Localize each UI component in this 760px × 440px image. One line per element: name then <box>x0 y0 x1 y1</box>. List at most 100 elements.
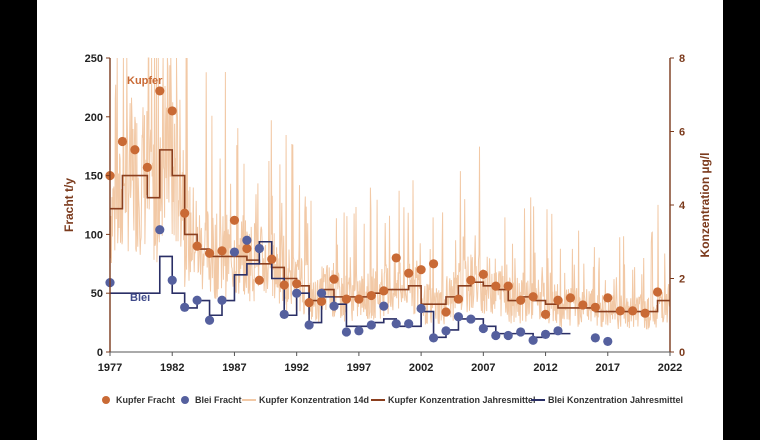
x-tick-label: 2022 <box>658 362 682 374</box>
y-right-tick-label: 0 <box>679 347 685 359</box>
kupfer-fracht-point <box>453 294 464 304</box>
blei-fracht-point <box>279 309 289 319</box>
x-tick-label: 1997 <box>347 362 371 374</box>
blei-fracht-point <box>466 314 476 324</box>
kupfer-fracht-point <box>217 246 227 256</box>
kupfer-fracht-point <box>155 86 165 96</box>
kupfer-fracht-point <box>553 295 563 305</box>
kupfer-fracht-point <box>428 259 439 269</box>
kupfer-fracht-point <box>279 280 289 290</box>
y-right-tick-label: 8 <box>679 53 685 65</box>
x-tick-label: 2007 <box>471 362 495 374</box>
kupfer-fracht-point <box>192 241 202 251</box>
kupfer-fracht-point <box>416 265 426 275</box>
kupfer-fracht-point <box>404 268 414 278</box>
blei-fracht-point <box>453 312 464 322</box>
kupfer-fracht-point <box>565 293 576 303</box>
y-axis-left-title: Fracht t/y <box>62 178 76 232</box>
x-tick-label: 2002 <box>409 362 433 374</box>
kupfer-fracht-point <box>204 248 215 258</box>
x-tick-label: 1977 <box>98 362 122 374</box>
kupfer-fracht-point <box>578 300 588 310</box>
kupfer-fracht-point <box>528 292 538 302</box>
chart-svg: 0 50 100 150 200 250 0 2 4 6 8 1977 1982 1987 1992 1997… <box>62 53 712 405</box>
legend-label-blei-jm: Blei Konzentration Jahresmittel <box>548 395 683 405</box>
blei-fracht-point <box>404 319 414 329</box>
blei-fracht-point <box>341 327 352 337</box>
blei-fracht-point <box>540 329 551 339</box>
blei-fracht-point <box>441 326 451 336</box>
blei-fracht-point <box>391 319 401 329</box>
x-tick-label: 1987 <box>222 362 246 374</box>
kupfer-fracht-point <box>167 106 177 116</box>
kupfer-fracht-point <box>652 287 663 297</box>
blei-fracht-point <box>155 225 165 235</box>
kupfer-fracht-point <box>341 294 352 304</box>
kupfer-annotation: Kupfer <box>127 75 163 87</box>
blei-fracht-point <box>516 327 526 337</box>
y-right-tick-label: 6 <box>679 127 685 139</box>
legend-marker-kupfer-fracht <box>102 396 110 404</box>
axes-layer: 0 50 100 150 200 250 0 2 4 6 8 1977 1982 1987 1992 1997… <box>85 53 686 374</box>
kupfer-fracht-point <box>242 243 252 254</box>
y-left-tick-label: 250 <box>85 53 103 65</box>
y-right-tick-label: 4 <box>679 200 686 212</box>
kupfer-fracht-point <box>441 307 451 317</box>
kupfer-14d-layer <box>109 57 670 330</box>
legend-label-blei-fracht: Blei Fracht <box>195 395 242 405</box>
x-tick-label: 1992 <box>284 362 308 374</box>
points-layer <box>105 86 663 347</box>
x-tick-label: 2017 <box>596 362 620 374</box>
blei-fracht-point <box>553 326 563 336</box>
kupfer-fracht-point <box>229 215 240 225</box>
legend-marker-blei-fracht <box>181 396 189 404</box>
blei-fracht-point <box>491 330 501 341</box>
kupfer-fracht-point <box>603 293 613 303</box>
blei-fracht-point <box>304 320 314 330</box>
blei-fracht-point <box>603 336 613 347</box>
kupfer-fracht-point <box>491 281 501 291</box>
y-left-tick-label: 200 <box>85 112 103 124</box>
blei-fracht-point <box>354 326 364 336</box>
kupfer-fracht-point <box>615 306 625 316</box>
kupfer-fracht-point <box>354 294 364 304</box>
blei-fracht-point <box>229 247 240 257</box>
kupfer-fracht-point <box>304 298 314 308</box>
kupfer-fracht-point <box>316 296 327 307</box>
blei-fracht-point <box>478 323 488 334</box>
kupfer-fracht-point <box>142 162 152 172</box>
x-tick-label: 2012 <box>533 362 557 374</box>
blei-fracht-point <box>590 333 600 343</box>
kupfer-fracht-point <box>516 295 526 305</box>
blei-fracht-point <box>217 295 227 305</box>
kupfer-fracht-point <box>540 309 551 319</box>
blei-fracht-point <box>180 302 190 312</box>
y-left-tick-label: 150 <box>85 171 103 183</box>
kupfer-fracht-point <box>628 306 638 316</box>
kupfer-fracht-point <box>130 145 140 155</box>
kupfer-fracht-point <box>590 302 600 312</box>
kupfer-14d-line <box>109 57 670 330</box>
blei-fracht-point <box>292 288 302 298</box>
kupfer-fracht-point <box>503 281 513 291</box>
kupfer-fracht-point <box>478 269 488 279</box>
y-left-tick-label: 0 <box>97 347 103 359</box>
blei-fracht-point <box>329 301 339 311</box>
blei-fracht-point <box>204 315 215 325</box>
kupfer-fracht-point <box>117 136 128 147</box>
kupfer-fracht-point <box>267 254 277 264</box>
blei-fracht-point <box>503 330 513 341</box>
y-axis-right-title: Konzentration µg/l <box>698 153 712 258</box>
kupfer-fracht-point <box>329 274 339 284</box>
blei-fracht-point <box>379 301 389 311</box>
blei-fracht-point <box>192 295 202 305</box>
blei-fracht-point <box>316 288 327 298</box>
legend: Kupfer Fracht Blei Fracht Kupfer Konzent… <box>102 395 683 405</box>
legend-label-kupfer-14d: Kupfer Konzentration 14d <box>259 395 369 405</box>
kupfer-fracht-point <box>366 290 376 301</box>
y-left-tick-label: 50 <box>91 288 103 300</box>
y-left-tick-label: 100 <box>85 229 103 241</box>
chart-panel: 0 50 100 150 200 250 0 2 4 6 8 1977 1982 1987 1992 1997… <box>37 0 723 440</box>
blei-fracht-point <box>528 335 538 345</box>
kupfer-fracht-point <box>640 308 650 318</box>
